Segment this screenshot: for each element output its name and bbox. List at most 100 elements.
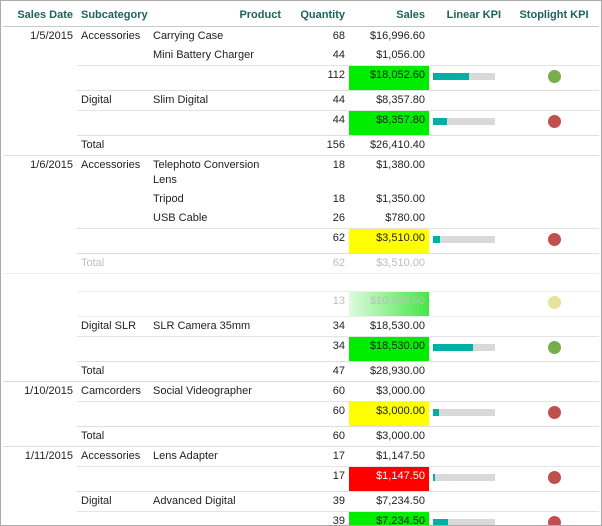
product-cell: Carrying Case	[153, 30, 224, 42]
quantity-cell: 47	[285, 361, 349, 382]
linear-kpi-cell	[429, 511, 509, 525]
subcategory-cell	[77, 274, 149, 292]
stoplight-kpi-cell	[509, 135, 599, 156]
product-cell	[149, 65, 285, 91]
stoplight-kpi-cell	[509, 361, 599, 382]
product-cell: Advanced Digital	[153, 495, 236, 507]
report-rows: 1/5/2015 Accessories Carrying Case 68 $16,99…	[3, 27, 599, 526]
stoplight-red-icon	[547, 471, 561, 484]
product-cell: Lens Adapter	[153, 450, 218, 462]
linear-kpi-cell	[429, 492, 509, 512]
linear-kpi-cell	[429, 46, 509, 66]
subtotal-row: 62 $3,510.00	[3, 228, 599, 254]
stoplight-red-icon	[547, 516, 561, 525]
stoplight-kpi-cell	[509, 91, 599, 111]
sales-date-cell: 1/6/2015	[30, 159, 73, 171]
sales-cell: $18,052.60	[349, 65, 429, 91]
sales-cell: $1,056.00	[376, 49, 425, 61]
sales-date-cell	[3, 512, 77, 526]
subcategory-cell: Accessories	[81, 450, 141, 462]
sales-cell: $8,357.80	[376, 94, 425, 106]
subcategory-cell: Camcorders	[81, 385, 141, 397]
detail-row: Digital Advanced Digital 39 $7,234.50	[3, 492, 599, 512]
stoplight-kpi-cell	[509, 291, 599, 317]
linear-kpi-bar	[433, 474, 495, 481]
linear-kpi-cell	[429, 317, 509, 337]
stoplight-kpi-cell	[509, 426, 599, 447]
sales-date-cell	[3, 253, 77, 274]
linear-kpi-bar	[433, 73, 495, 80]
sales-date-cell	[3, 274, 77, 292]
quantity-cell: 26	[332, 212, 345, 224]
linear-kpi-bar	[433, 519, 495, 525]
stoplight-kpi-cell	[509, 65, 599, 91]
sales-cell: $28,930.00	[349, 361, 429, 382]
stoplight-kpi-cell	[509, 382, 599, 402]
linear-kpi-fill	[433, 118, 447, 125]
sales-date-cell	[3, 361, 77, 382]
sales-date-cell	[3, 292, 77, 317]
detail-row: Mini Battery Charger 44 $1,056.00	[3, 46, 599, 66]
linear-kpi-cell	[429, 228, 509, 254]
sales-date-cell	[3, 190, 77, 209]
sales-cell: $10,400.00	[349, 291, 429, 317]
subcategory-cell	[77, 466, 149, 492]
sales-cell: $18,530.00	[369, 320, 425, 332]
product-cell	[149, 228, 285, 254]
subcategory-cell	[77, 228, 149, 254]
subtotal-row: 112 $18,052.60	[3, 65, 599, 91]
subtotal-row: 44 $8,357.80	[3, 110, 599, 136]
subtotal-row: 34 $18,530.00	[3, 336, 599, 362]
stoplight-kpi-cell	[509, 190, 599, 209]
detail-row: 1/5/2015 Accessories Carrying Case 68 $16,99…	[3, 27, 599, 47]
sales-cell: $3,510.00	[349, 228, 429, 254]
product-cell	[149, 274, 285, 292]
subcategory-cell	[77, 401, 149, 427]
sales-date-cell	[3, 229, 77, 254]
linear-kpi-cell	[429, 91, 509, 111]
sales-cell: $1,147.50	[349, 466, 429, 492]
linear-kpi-cell	[429, 110, 509, 136]
stoplight-kpi-cell	[509, 253, 599, 274]
quantity-cell: 44	[332, 49, 345, 61]
linear-kpi-fill	[433, 409, 439, 416]
linear-kpi-cell	[429, 253, 509, 274]
product-cell: Tripod	[153, 193, 184, 205]
linear-kpi-fill	[433, 344, 473, 351]
sales-date-cell	[3, 402, 77, 427]
group-total-row: Total 156 $26,410.40	[3, 135, 599, 156]
product-cell	[149, 135, 285, 156]
sales-cell: $3,000.00	[376, 385, 425, 397]
linear-kpi-cell	[429, 382, 509, 402]
sales-date-cell	[3, 492, 77, 512]
stoplight-green-icon	[547, 341, 561, 354]
product-cell	[149, 253, 285, 274]
product-cell	[149, 336, 285, 362]
subcategory-cell	[77, 336, 149, 362]
stoplight-kpi-cell	[509, 466, 599, 492]
subtotal-row: 39 $7,234.50	[3, 511, 599, 526]
subcategory-cell: Accessories	[81, 159, 141, 171]
quantity-cell: 156	[285, 135, 349, 156]
linear-kpi-bar	[433, 344, 495, 351]
col-header-sales-date: Sales Date	[3, 6, 77, 27]
stoplight-kpi-cell	[509, 401, 599, 427]
sales-cell	[349, 274, 429, 292]
linear-kpi-bar	[433, 118, 495, 125]
linear-kpi-cell	[429, 426, 509, 447]
total-label-cell: Total	[77, 426, 149, 447]
stoplight-kpi-cell	[509, 274, 599, 292]
linear-kpi-fill	[433, 236, 441, 243]
sales-cell: $7,234.50	[349, 511, 429, 525]
total-label-cell: Total	[77, 253, 149, 274]
quantity-cell: 60	[285, 426, 349, 447]
sales-cell: $7,234.50	[376, 495, 425, 507]
product-cell: USB Cable	[153, 212, 208, 224]
quantity-cell: 18	[332, 159, 345, 171]
sales-date-cell	[3, 467, 77, 492]
linear-kpi-cell	[429, 27, 509, 47]
quantity-cell: 34	[332, 320, 345, 332]
sales-date-cell	[3, 209, 77, 229]
linear-kpi-cell	[429, 401, 509, 427]
